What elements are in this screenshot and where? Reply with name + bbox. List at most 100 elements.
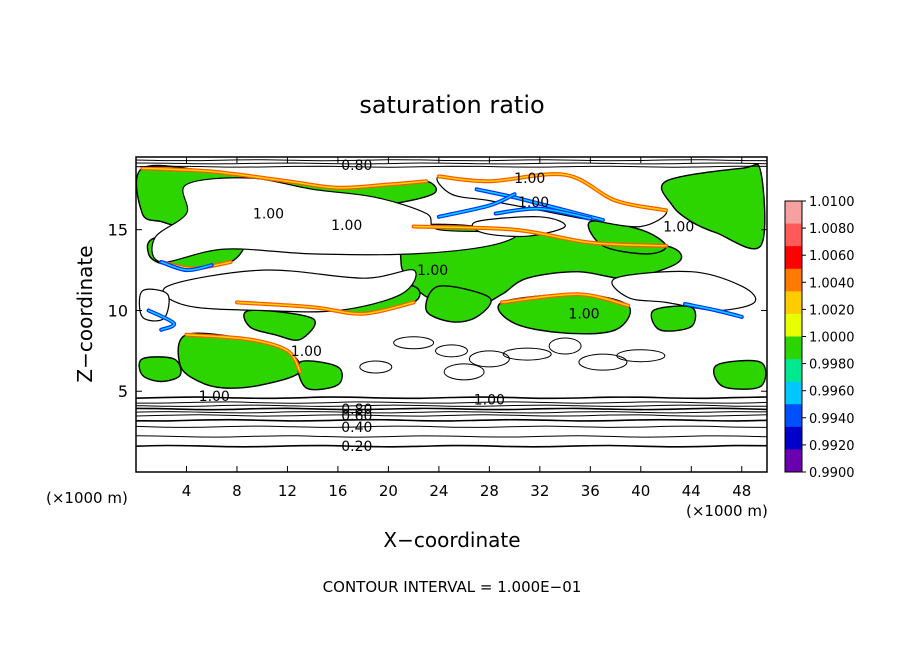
green-region-3: [660, 163, 766, 250]
colorbar-label-5: 1.0000: [809, 331, 855, 346]
x-axis-ticks: 4 8 12 16 20 24 28 32 36 40 44 48: [182, 157, 751, 500]
colorbar-label-3: 1.0040: [809, 276, 855, 291]
contour-loop-6: [359, 360, 393, 374]
contour-label-9: 1.00: [199, 389, 230, 405]
white-region-5: [471, 216, 566, 238]
contour-label-14: 0.20: [341, 439, 372, 455]
contour-low-2: [136, 425, 767, 428]
colorbar-swatch-10: [785, 426, 802, 450]
contour-loop-8: [616, 349, 666, 363]
yellow-edge-2: [412, 225, 667, 247]
x-tick-label-9: 40: [631, 482, 650, 500]
x-tick-label-7: 32: [530, 482, 549, 500]
y-unit-label: (×1000 m): [46, 489, 128, 507]
yellow-edge-5: [501, 293, 629, 307]
contour-loop-4: [393, 336, 435, 350]
colorbar-label-0: 1.0100: [809, 195, 855, 210]
x-tick-label-8: 36: [581, 482, 600, 500]
white-region-1: [162, 269, 417, 313]
x-tick-label-5: 24: [429, 482, 448, 500]
contour-labels: 0.80 1.00 1.00 1.00 1.00 1.00 1.00 1.00 1.00 1.00…: [199, 158, 695, 455]
contour-low-4: [136, 414, 767, 417]
chart-title: saturation ratio: [359, 91, 544, 119]
contour-label-10: 1.00: [474, 392, 505, 408]
contour-low-7: [136, 404, 767, 407]
plot-frame: [135, 156, 768, 473]
contour-label-0: 0.80: [341, 158, 372, 174]
cyan-edge-1: [494, 207, 592, 220]
contour-low-9: [136, 396, 767, 400]
colorbar-swatch-3: [785, 268, 802, 292]
colorbar-swatch-8: [785, 381, 802, 405]
contour-loop-3: [548, 337, 582, 355]
x-tick-label-0: 4: [182, 482, 192, 500]
colorbar-swatch-7: [785, 359, 802, 383]
green-region-6: [425, 285, 492, 323]
contour-top-0: [136, 165, 767, 168]
x-axis-label: X−coordinate: [383, 528, 520, 552]
colorbar-label-7: 0.9960: [809, 385, 855, 400]
contour-loop-0: [435, 344, 468, 358]
colorbar-label-9: 0.9920: [809, 439, 855, 454]
colorbar-swatch-6: [785, 336, 802, 360]
x-tick-label-2: 12: [278, 482, 297, 500]
white-region-3: [611, 270, 757, 312]
y-axis-label: Z−coordinate: [73, 245, 97, 382]
yellow-edge-0: [141, 167, 428, 189]
plot-field: 0.80 1.00 1.00 1.00 1.00 1.00 1.00 1.00 1.00 1.00…: [136, 157, 767, 472]
colorbar-label-10: 0.9900: [809, 466, 855, 481]
x-tick-label-3: 16: [328, 482, 347, 500]
green-region-12: [297, 360, 343, 391]
colorbar-swatch-11: [785, 449, 802, 473]
green-region-13: [650, 305, 697, 332]
colorbar-label-8: 0.9940: [809, 412, 855, 427]
white-region-0: [151, 177, 518, 263]
y-tick-label-2: 15: [108, 221, 128, 240]
contour-low-5: [136, 411, 767, 414]
contour-label-8: 1.00: [291, 344, 322, 360]
cyan-edge-2: [160, 261, 213, 271]
contour-label-7: 1.00: [568, 307, 599, 323]
colorbar-swatch-5: [785, 313, 802, 337]
y-tick-label-0: 5: [118, 382, 128, 401]
green-region-14: [713, 359, 767, 390]
colorbar-swatch-0: [785, 201, 802, 225]
contour-label-3: 1.00: [253, 207, 284, 223]
x-unit-label: (×1000 m): [686, 502, 768, 520]
x-tick-label-11: 48: [732, 482, 751, 500]
cyan-edge-4: [684, 303, 743, 318]
contour-low-6: [136, 407, 767, 411]
colorbar-swatch-9: [785, 404, 802, 428]
contour-loop-1: [468, 350, 510, 368]
contour-label-11: 0.80: [341, 402, 372, 418]
y-axis-ticks: 5 10 15: [108, 221, 767, 401]
x-tick-label-1: 8: [232, 482, 242, 500]
contour-low-1: [136, 435, 767, 438]
green-region-11: [138, 356, 182, 383]
contour-label-2: 1.00: [518, 195, 549, 211]
colorbar-swatch-1: [785, 223, 802, 247]
low-edges: [146, 187, 744, 332]
contour-label-5: 1.00: [663, 219, 694, 235]
colorbar-label-4: 1.0020: [809, 303, 855, 318]
x-tick-label-6: 28: [480, 482, 499, 500]
contour-label-1: 1.00: [514, 171, 545, 187]
colorbar-label-2: 1.0060: [809, 249, 855, 264]
colorbar-label-6: 0.9980: [809, 358, 855, 373]
contour-interval-note: CONTOUR INTERVAL = 1.000E−01: [323, 578, 582, 596]
colorbar-label-1: 1.0080: [809, 222, 855, 237]
contour-top-1: [136, 162, 767, 165]
contour-label-13: 0.40: [341, 420, 372, 436]
subsaturated-regions: [138, 173, 757, 322]
contour-low-3: [136, 418, 767, 422]
contour-loop-7: [443, 363, 485, 381]
green-region-9: [243, 309, 316, 341]
yellow-edge-1: [438, 173, 667, 212]
cyan-edge-5: [438, 193, 516, 218]
contour-low-0: [136, 444, 767, 448]
contour-low-8: [136, 401, 767, 404]
contour-loop-5: [578, 353, 628, 371]
yellow-edge-4: [185, 333, 301, 373]
colorbar-swatch-2: [785, 246, 802, 270]
